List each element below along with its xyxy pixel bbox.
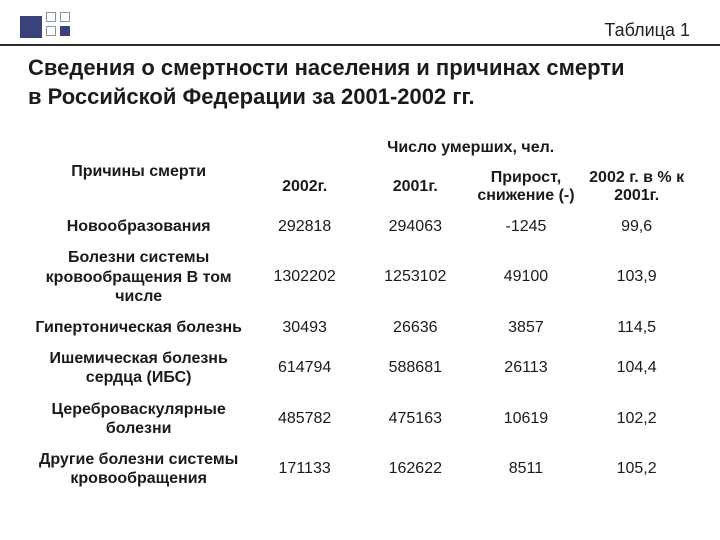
title-line-2: в Российской Федерации за 2001-2002 гг. xyxy=(28,84,475,109)
table-row: Новообразования292818294063-124599,6 xyxy=(28,211,692,242)
cell-pct: 104,4 xyxy=(581,343,692,393)
slide: Таблица 1 Сведения о смертности населени… xyxy=(0,0,720,540)
mortality-table: Причины смерти Число умерших, чел. 2002г… xyxy=(28,133,692,494)
table-row: Болезни системы кровообращения В том чис… xyxy=(28,242,692,312)
table-row: Гипертоническая болезнь30493266363857114… xyxy=(28,312,692,343)
cell-2002: 614794 xyxy=(249,343,360,393)
square-icon xyxy=(46,26,56,36)
cell-2001: 588681 xyxy=(360,343,471,393)
col-group: Число умерших, чел. xyxy=(249,133,692,163)
col-delta: Прирост, снижение (-) xyxy=(471,163,582,211)
square-icon xyxy=(46,12,56,22)
horizontal-rule xyxy=(0,44,720,46)
cell-cause: Ишемическая болезнь сердца (ИБС) xyxy=(28,343,249,393)
cell-2002: 485782 xyxy=(249,394,360,444)
title-line-1: Сведения о смертности населения и причин… xyxy=(28,55,625,80)
table-body: Новообразования292818294063-124599,6Боле… xyxy=(28,211,692,494)
table-row: Другие болезни системы кровообращения171… xyxy=(28,444,692,494)
cell-cause: Новообразования xyxy=(28,211,249,242)
cell-2001: 294063 xyxy=(360,211,471,242)
cell-2001: 162622 xyxy=(360,444,471,494)
cell-2002: 171133 xyxy=(249,444,360,494)
cell-cause: Другие болезни системы кровообращения xyxy=(28,444,249,494)
square-icon xyxy=(60,12,70,22)
cell-2001: 1253102 xyxy=(360,242,471,312)
cell-pct: 99,6 xyxy=(581,211,692,242)
cell-delta: -1245 xyxy=(471,211,582,242)
cell-pct: 114,5 xyxy=(581,312,692,343)
col-2001: 2001г. xyxy=(360,163,471,211)
col-2002: 2002г. xyxy=(249,163,360,211)
cell-2002: 292818 xyxy=(249,211,360,242)
cell-2001: 26636 xyxy=(360,312,471,343)
cell-delta: 49100 xyxy=(471,242,582,312)
corner-decoration xyxy=(20,12,80,44)
cell-2001: 475163 xyxy=(360,394,471,444)
table-number-label: Таблица 1 xyxy=(604,20,690,41)
cell-cause: Цереброваскулярные болезни xyxy=(28,394,249,444)
table-row: Цереброваскулярные болезни48578247516310… xyxy=(28,394,692,444)
cell-pct: 102,2 xyxy=(581,394,692,444)
cell-pct: 105,2 xyxy=(581,444,692,494)
square-icon xyxy=(20,16,42,38)
cell-pct: 103,9 xyxy=(581,242,692,312)
cell-delta: 3857 xyxy=(471,312,582,343)
cell-delta: 8511 xyxy=(471,444,582,494)
cell-cause: Гипертоническая болезнь xyxy=(28,312,249,343)
cell-delta: 26113 xyxy=(471,343,582,393)
col-cause: Причины смерти xyxy=(28,133,249,211)
slide-title: Сведения о смертности населения и причин… xyxy=(28,54,692,111)
cell-delta: 10619 xyxy=(471,394,582,444)
col-pct: 2002 г. в % к 2001г. xyxy=(581,163,692,211)
cell-2002: 1302202 xyxy=(249,242,360,312)
square-icon xyxy=(60,26,70,36)
cell-2002: 30493 xyxy=(249,312,360,343)
table-row: Ишемическая болезнь сердца (ИБС)61479458… xyxy=(28,343,692,393)
table-header: Причины смерти Число умерших, чел. 2002г… xyxy=(28,133,692,211)
cell-cause: Болезни системы кровообращения В том чис… xyxy=(28,242,249,312)
